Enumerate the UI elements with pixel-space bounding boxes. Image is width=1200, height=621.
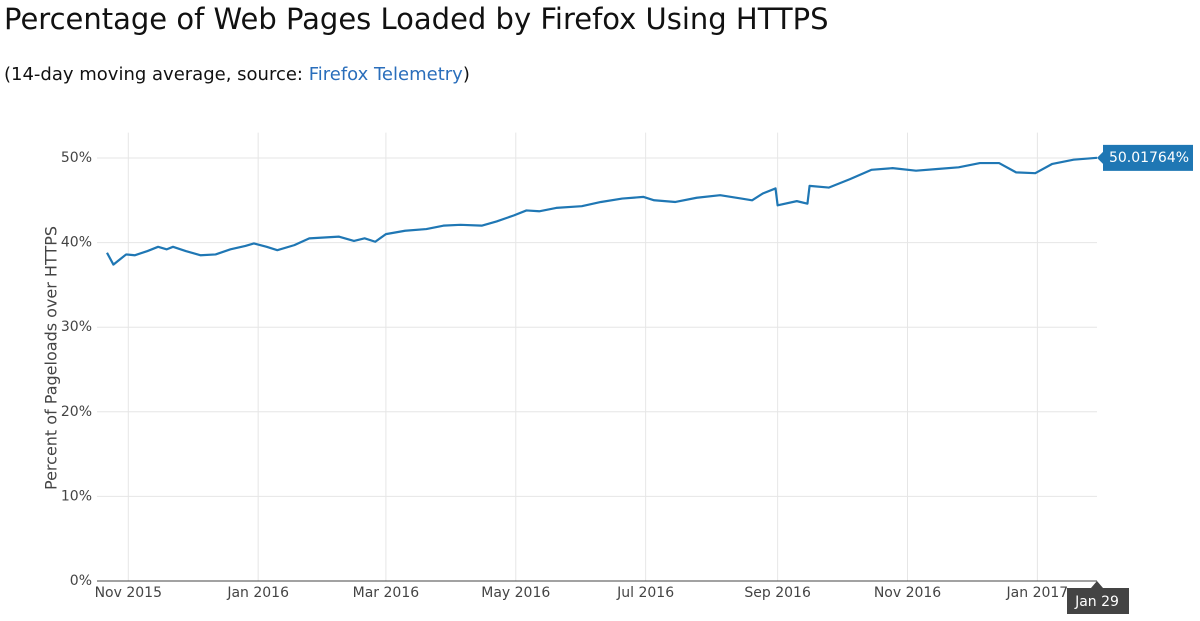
hover-value: 50.01764% <box>1097 144 1193 171</box>
subtitle-text: (14-day moving average, source: <box>4 64 309 85</box>
y-tick-label: 50% <box>61 150 92 166</box>
x-tick-label: Nov 2015 <box>95 585 162 601</box>
hover-x-label: Jan 29 <box>1074 594 1119 610</box>
subtitle: (14-day moving average, source: Firefox … <box>4 64 470 85</box>
chart-title: Percentage of Web Pages Loaded by Firefo… <box>4 2 829 36</box>
subtitle-text: ) <box>462 64 470 85</box>
y-tick-label: 20% <box>61 404 92 420</box>
y-tick-label: 30% <box>61 319 92 335</box>
x-tick-label: Jan 2016 <box>226 585 289 601</box>
x-tick-label: Sep 2016 <box>744 585 811 601</box>
x-tick-label: Jan 2017 <box>1006 585 1069 601</box>
hover-value-box <box>1097 144 1193 171</box>
y-tick-label: 40% <box>61 235 92 251</box>
y-axis-label: Percent of Pageloads over HTTPS <box>42 226 61 490</box>
x-tick-label: Nov 2016 <box>874 585 941 601</box>
x-tick-label: Mar 2016 <box>353 585 420 601</box>
hover-x-box <box>1067 581 1129 614</box>
y-tick-label: 0% <box>70 573 92 589</box>
x-tick-label: May 2016 <box>481 585 550 601</box>
data-line <box>106 156 1098 266</box>
hover-value-label: 50.01764% <box>1109 150 1189 166</box>
y-tick-label: 10% <box>61 488 92 504</box>
hover-x: Jan 29 <box>1067 581 1129 614</box>
x-tick-label: Jul 2016 <box>616 585 674 601</box>
source-link[interactable]: Firefox Telemetry <box>308 64 463 85</box>
